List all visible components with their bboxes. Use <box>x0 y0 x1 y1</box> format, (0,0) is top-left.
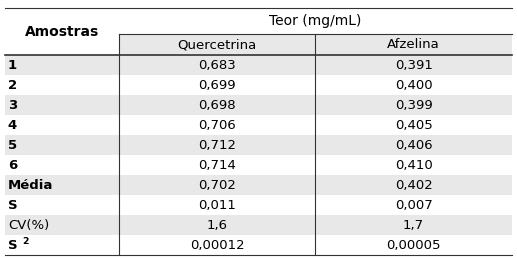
Text: 0,699: 0,699 <box>199 79 236 92</box>
Text: 0,405: 0,405 <box>394 119 433 132</box>
Bar <box>119 34 512 55</box>
Text: 1: 1 <box>8 59 17 72</box>
Text: Amostras: Amostras <box>25 25 99 39</box>
Bar <box>5 135 512 155</box>
Text: 0,00012: 0,00012 <box>190 239 245 252</box>
Text: 0,399: 0,399 <box>394 99 433 112</box>
Text: 3: 3 <box>8 99 17 112</box>
Text: S: S <box>8 239 18 252</box>
Text: 0,410: 0,410 <box>394 159 433 172</box>
Text: 1,6: 1,6 <box>207 219 227 232</box>
Bar <box>5 175 512 196</box>
Bar <box>5 55 512 75</box>
Text: 0,00005: 0,00005 <box>386 239 441 252</box>
Text: 0,698: 0,698 <box>199 99 236 112</box>
Text: 5: 5 <box>8 139 17 152</box>
Text: 6: 6 <box>8 159 17 172</box>
Text: 2: 2 <box>8 79 17 92</box>
Text: Teor (mg/mL): Teor (mg/mL) <box>269 14 361 28</box>
Text: 0,007: 0,007 <box>394 199 433 212</box>
Text: 0,402: 0,402 <box>394 179 433 192</box>
Text: Afzelina: Afzelina <box>387 38 440 51</box>
Text: 0,400: 0,400 <box>395 79 432 92</box>
Text: Quercetrina: Quercetrina <box>177 38 257 51</box>
Text: 0,406: 0,406 <box>395 139 432 152</box>
Text: 2: 2 <box>22 237 28 246</box>
Text: 4: 4 <box>8 119 17 132</box>
Text: 0,702: 0,702 <box>198 179 236 192</box>
Text: 0,712: 0,712 <box>198 139 236 152</box>
Text: 0,683: 0,683 <box>198 59 236 72</box>
Text: S: S <box>8 199 18 212</box>
Text: 0,714: 0,714 <box>198 159 236 172</box>
Bar <box>5 95 512 116</box>
Text: CV(%): CV(%) <box>8 219 49 232</box>
Text: 0,011: 0,011 <box>198 199 236 212</box>
Text: 0,706: 0,706 <box>198 119 236 132</box>
Text: 1,7: 1,7 <box>403 219 424 232</box>
Text: Média: Média <box>8 179 53 192</box>
Bar <box>5 215 512 235</box>
Text: 0,391: 0,391 <box>394 59 433 72</box>
